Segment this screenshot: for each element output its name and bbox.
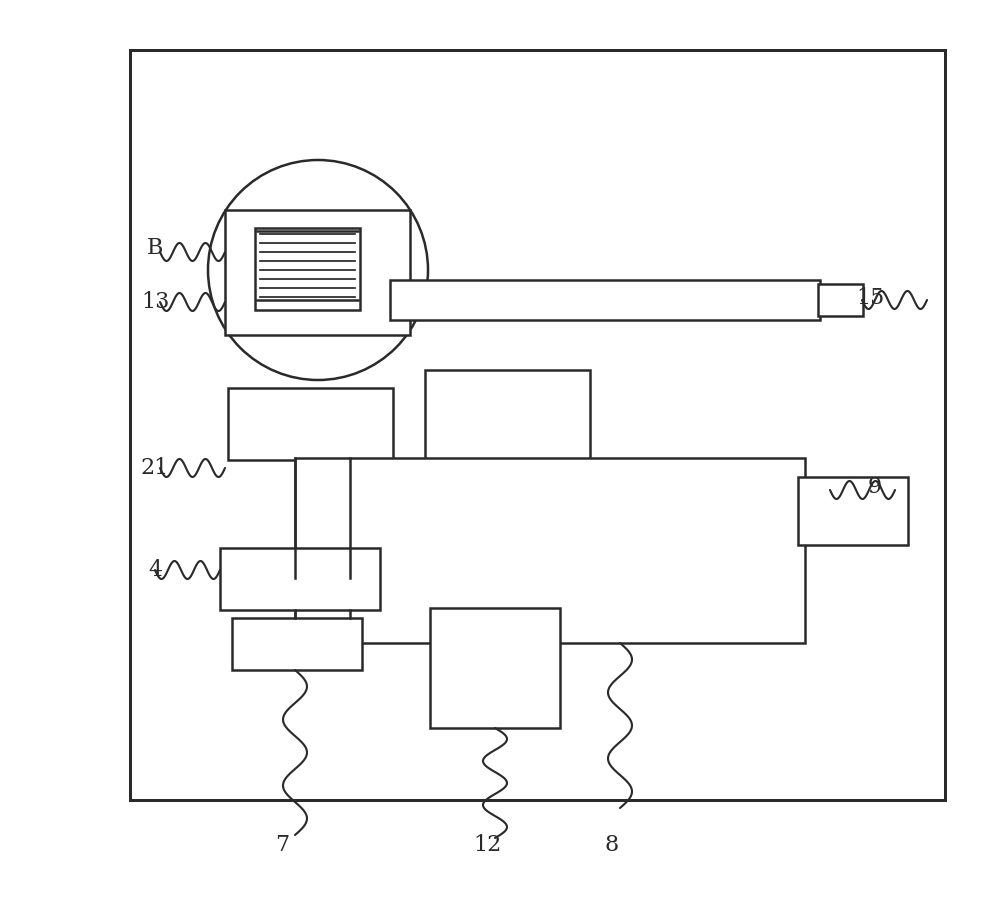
Text: 15: 15 — [856, 287, 884, 309]
Bar — [818, 284, 863, 316]
Bar — [295, 458, 805, 643]
Bar — [390, 280, 820, 320]
Bar — [430, 608, 560, 728]
Text: 21: 21 — [141, 457, 169, 479]
Bar — [232, 618, 362, 670]
Bar — [130, 50, 945, 800]
Text: 12: 12 — [473, 834, 501, 856]
Bar — [220, 548, 380, 610]
Bar — [225, 210, 410, 335]
Text: 13: 13 — [141, 291, 169, 313]
Bar — [228, 388, 393, 460]
Bar — [798, 477, 908, 545]
Text: 8: 8 — [605, 834, 619, 856]
Text: 4: 4 — [148, 559, 162, 581]
Text: B: B — [147, 237, 163, 259]
Circle shape — [208, 160, 428, 380]
Text: 7: 7 — [275, 834, 289, 856]
Text: 9: 9 — [868, 476, 882, 498]
Bar — [425, 370, 590, 475]
Bar — [255, 228, 360, 310]
